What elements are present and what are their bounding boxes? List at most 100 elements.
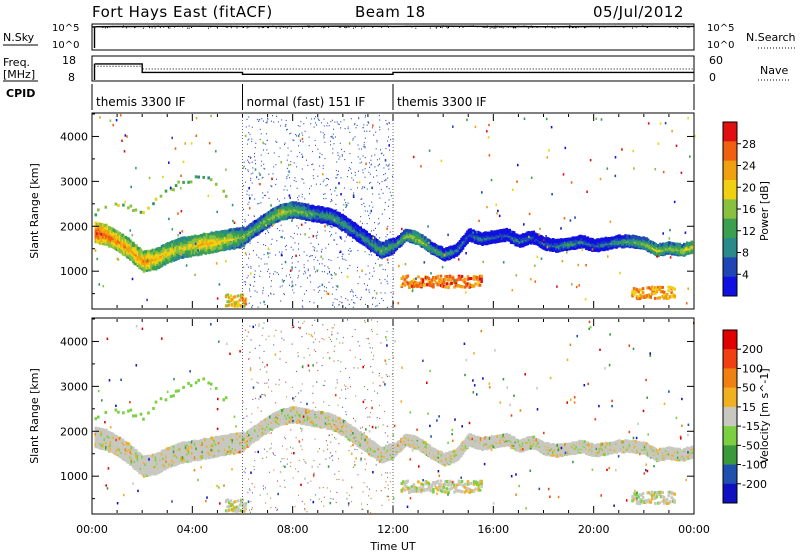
- power-band-cell: [291, 215, 295, 219]
- power-scatter-cell: [385, 164, 387, 166]
- power-band-cell: [237, 229, 241, 233]
- power-scatter-cell: [286, 189, 288, 191]
- power-scatter-cell: [316, 250, 318, 252]
- power-scatter-cell: [327, 273, 329, 275]
- power-band-cell: [198, 252, 201, 256]
- power-band-cell: [368, 238, 371, 242]
- power-scatter-cell: [328, 125, 330, 127]
- power-scatter-cell: [301, 178, 303, 180]
- power-scatter-cell: [380, 188, 382, 191]
- power-band-cell: [309, 207, 313, 211]
- power-patch-cell: [228, 300, 231, 304]
- power-band-cell: [142, 259, 146, 263]
- power-band-cell: [294, 212, 298, 216]
- power-band-cell: [624, 234, 627, 238]
- power-scatter-cell: [352, 179, 354, 181]
- power-band-cell: [639, 236, 642, 240]
- power-patch-cell: [427, 277, 431, 281]
- power-scatter-cell: [290, 161, 292, 163]
- power-band-cell: [526, 236, 529, 240]
- power-band-cell: [284, 203, 287, 207]
- power-scatter-cell: [245, 168, 247, 170]
- power-scatter-cell: [272, 173, 274, 175]
- power-band-cell: [120, 233, 123, 237]
- power-band-cell: [517, 241, 520, 245]
- noise-ytick-bottom: 10^0: [52, 40, 79, 51]
- power-band-cell: [99, 222, 102, 227]
- power-band-cell: [332, 219, 335, 223]
- power-band-cell: [559, 245, 563, 249]
- power-band-cell: [561, 244, 564, 248]
- power-band-cell: [540, 237, 543, 241]
- power-patch-cell: [423, 284, 426, 288]
- power-scatter-cell: [314, 247, 316, 249]
- noise-point: [558, 26, 560, 28]
- power-scatter-cell: [280, 125, 282, 127]
- power-band-cell: [94, 233, 98, 237]
- power-scatter-cell: [253, 276, 255, 278]
- power-scatter-cell: [258, 256, 260, 259]
- power-scatter-cell: [330, 201, 332, 203]
- power-patch-cell: [243, 304, 246, 308]
- power-scatter-cell: [357, 266, 358, 268]
- power-scatter-cell: [262, 287, 264, 289]
- power-scatter-cell: [299, 151, 301, 154]
- power-scatter-cell: [265, 122, 267, 124]
- power-band-cell: [279, 216, 283, 220]
- power-scatter-cell: [345, 206, 347, 208]
- power-band-cell: [267, 215, 271, 219]
- power-scatter-cell: [247, 266, 249, 268]
- power-band-cell: [141, 254, 144, 258]
- power-patch-cell: [456, 278, 459, 282]
- power-band-cell: [511, 239, 514, 243]
- power-band-cell: [114, 231, 117, 235]
- power-band-cell: [412, 231, 415, 235]
- power-band-cell: [383, 254, 387, 258]
- power-band-cell: [216, 242, 219, 246]
- power-band-cell: [658, 242, 662, 246]
- power-band-cell: [211, 243, 215, 247]
- power-band-cell: [643, 245, 647, 249]
- power-band-cell: [317, 207, 320, 211]
- power-scatter-cell: [378, 193, 380, 195]
- power-scatter-cell: [389, 149, 390, 151]
- power-scatter-cell: [334, 136, 336, 138]
- power-band-cell: [198, 241, 201, 245]
- power-band-cell: [225, 242, 228, 246]
- noise-point: [225, 26, 227, 28]
- power-band-cell: [433, 242, 436, 246]
- power-band-cell: [237, 234, 241, 238]
- power-band-cell: [171, 254, 174, 258]
- power-band-cell: [157, 260, 161, 265]
- power-band-cell: [223, 233, 227, 237]
- power-patch-cell: [240, 304, 243, 308]
- power-scatter-cell: [358, 170, 359, 172]
- power-band-cell: [552, 240, 555, 244]
- power-upper-cell: [189, 180, 193, 184]
- power-scatter-cell: [255, 142, 257, 144]
- power-band-cell: [305, 209, 308, 213]
- power-band-cell: [592, 239, 596, 243]
- power-band-cell: [321, 210, 325, 214]
- noise-point: [210, 26, 212, 28]
- power-scatter-cell: [323, 290, 325, 292]
- power-band-cell: [613, 236, 617, 240]
- noise-point: [496, 26, 498, 28]
- power-scatter-cell: [383, 154, 385, 156]
- power-band-cell: [651, 244, 654, 248]
- power-band-cell: [111, 229, 114, 233]
- power-scatter-cell: [319, 263, 320, 265]
- power-band-cell: [186, 245, 189, 249]
- power-scatter-cell: [380, 257, 382, 260]
- power-scatter-cell: [372, 296, 374, 298]
- power-scatter-cell: [258, 265, 260, 267]
- power-scatter-cell: [380, 149, 381, 151]
- power-scatter-cell: [340, 177, 342, 179]
- power-band-cell: [151, 248, 155, 252]
- power-band-cell: [219, 241, 222, 246]
- power-band-cell: [442, 248, 445, 252]
- power-patch-cell: [406, 282, 410, 286]
- noise-point: [643, 25, 645, 27]
- power-band-cell: [279, 214, 283, 218]
- power-band-cell: [311, 215, 314, 219]
